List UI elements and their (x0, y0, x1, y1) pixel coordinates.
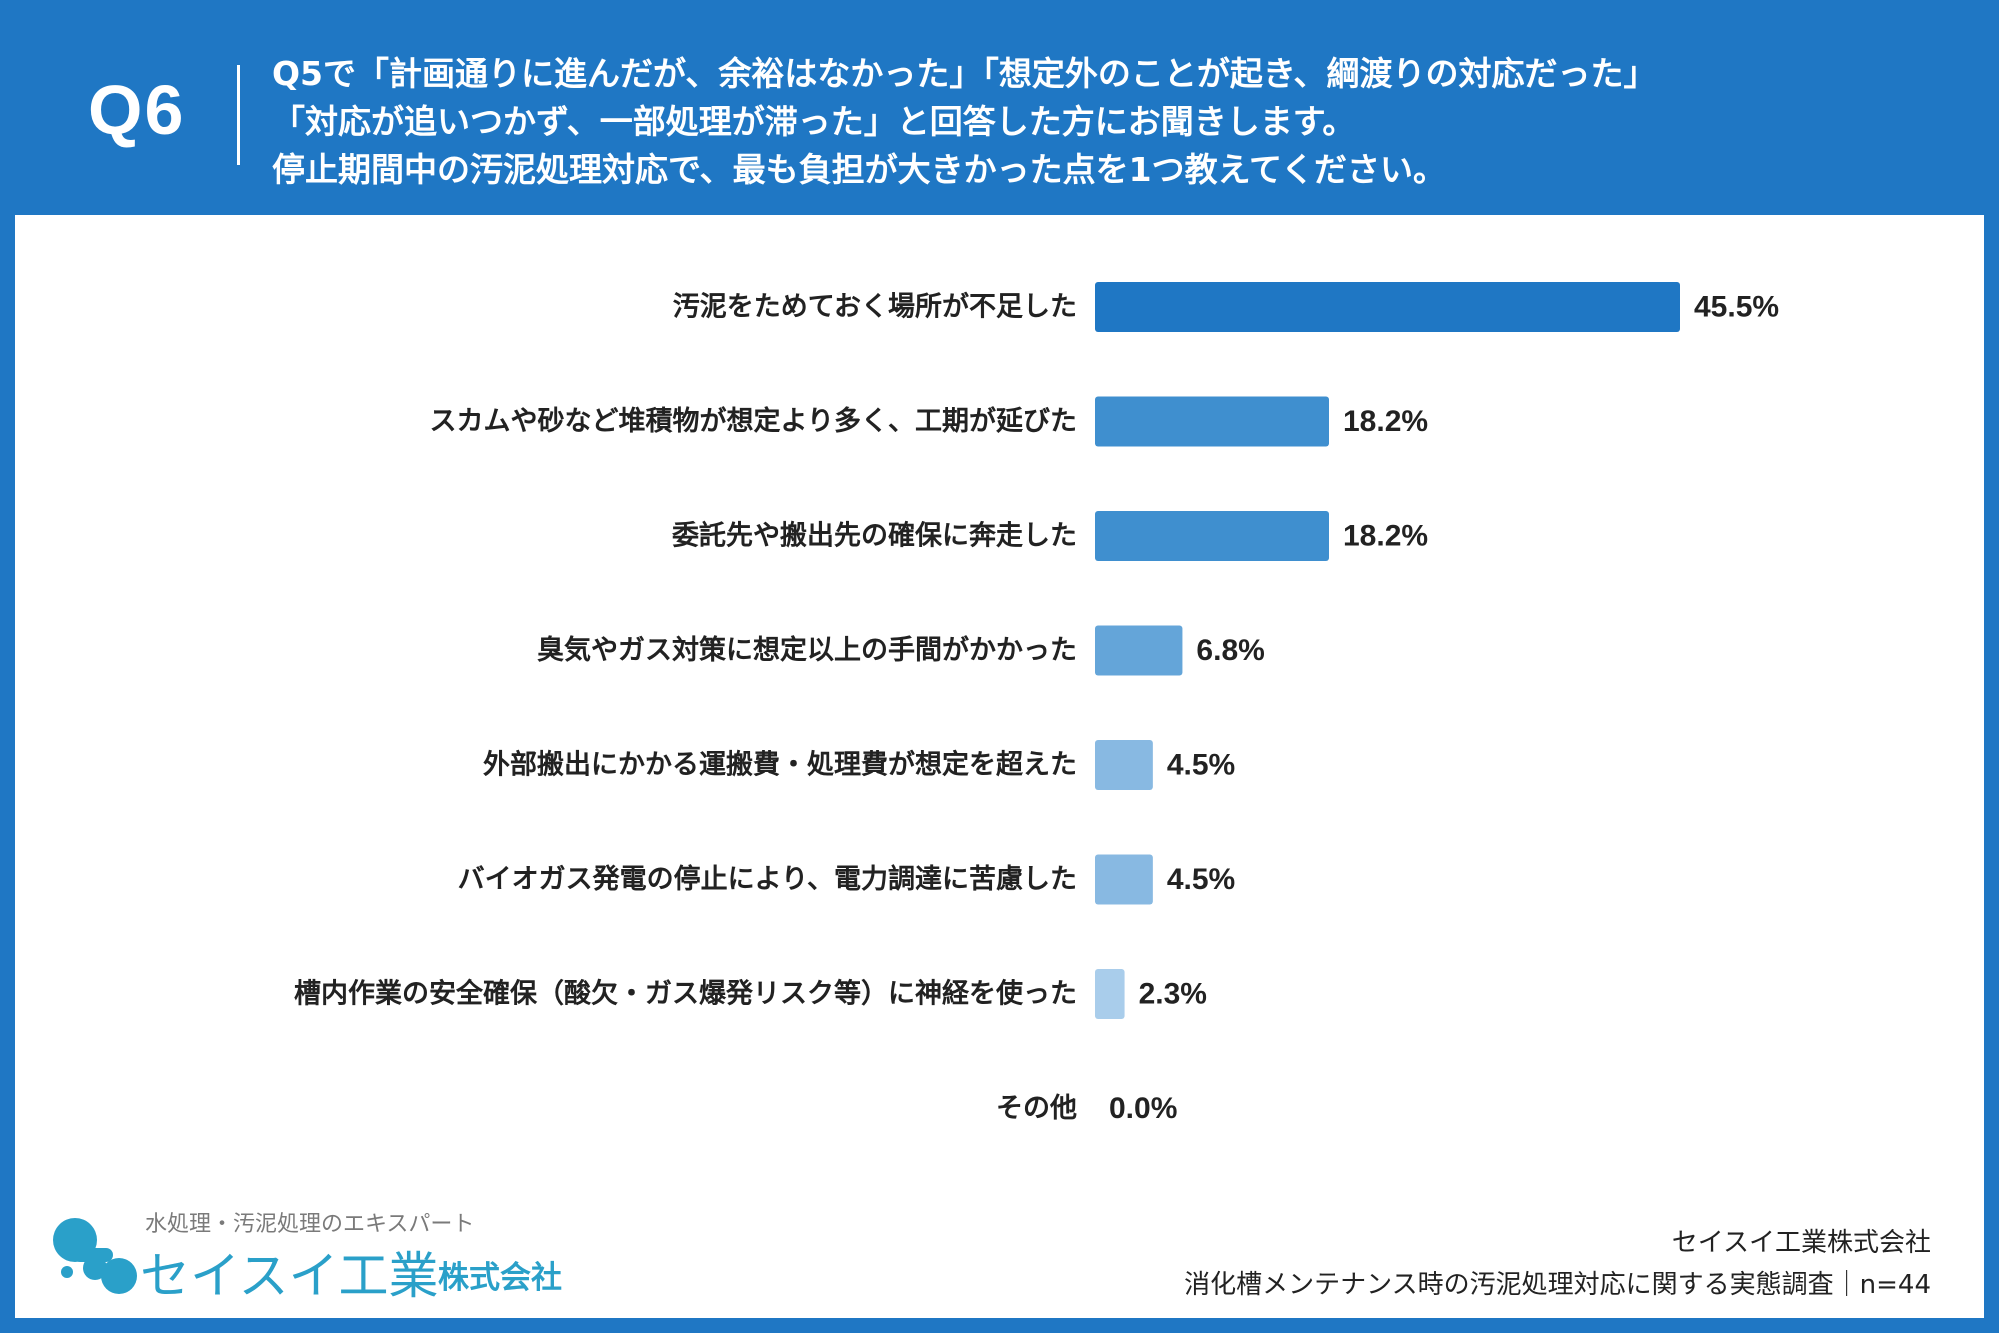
bar (1095, 740, 1153, 790)
value-label: 45.5% (1694, 291, 1779, 324)
value-label: 18.2% (1343, 405, 1428, 438)
category-label: その他 (996, 1093, 1077, 1124)
question-line-1: Q5で「計画通りに進んだが、余裕はなかった」「想定外のことが起き、綱渡りの対応だ… (272, 54, 1657, 93)
bar-chart: 汚泥をためておく場所が不足した 45.5% スカムや砂など堆積物が想定より多く、工期… (294, 282, 1779, 1125)
bar (1095, 282, 1680, 332)
question-text: Q5で「計画通りに進んだが、余裕はなかった」「想定外のことが起き、綱渡りの対応だ… (272, 50, 1972, 194)
category-label: 委託先や搬出先の確保に奔走した (672, 520, 1077, 552)
category-label: 外部搬出にかかる運搬費・処理費が想定を超えた (483, 749, 1077, 781)
category-label: スカムや砂など堆積物が想定より多く、工期が延びた (430, 405, 1077, 437)
question-line-2: 「対応が追いつかず、一部処理が滞った」と回答した方にお聞きします。 (272, 102, 1356, 141)
header-divider (237, 65, 240, 165)
source-note: セイスイ工業株式会社 消化槽メンテナンス時の汚泥処理対応に関する実態調査｜n=4… (1184, 1222, 1931, 1306)
category-label: 汚泥をためておく場所が不足した (673, 291, 1077, 323)
value-label: 4.5% (1167, 749, 1235, 782)
value-label: 0.0% (1109, 1092, 1177, 1125)
logo-bubbles-icon (53, 1218, 137, 1294)
category-label: バイオガス発電の停止により、電力調達に苦慮した (458, 863, 1077, 895)
question-header: Q6 Q5で「計画通りに進んだが、余裕はなかった」「想定外のことが起き、綱渡りの… (0, 0, 1999, 215)
source-company: セイスイ工業株式会社 (1671, 1228, 1931, 1258)
question-number: Q6 (88, 71, 186, 149)
bar (1095, 625, 1183, 676)
bar (1095, 396, 1329, 447)
value-label: 4.5% (1167, 863, 1235, 896)
chart-panel: 汚泥をためておく場所が不足した 45.5% スカムや砂など堆積物が想定より多く、工期… (15, 215, 1984, 1318)
category-label: 槽内作業の安全確保（酸欠・ガス爆発リスク等）に神経を使った (294, 978, 1077, 1010)
logo-name: セイスイ工業 (140, 1248, 439, 1304)
value-label: 2.3% (1139, 978, 1207, 1011)
bar (1095, 969, 1125, 1019)
question-line-3: 停止期間中の汚泥処理対応で、最も負担が大きかった点を1つ教えてください。 (272, 150, 1447, 189)
logo-tagline: 水処理・汚泥処理のエキスパート (145, 1212, 475, 1237)
bar (1095, 854, 1153, 905)
source-survey: 消化槽メンテナンス時の汚泥処理対応に関する実態調査｜n=44 (1184, 1270, 1931, 1300)
category-label: 臭気やガス対策に想定以上の手間がかかった (537, 634, 1077, 666)
value-label: 6.8% (1196, 634, 1264, 667)
bar (1095, 511, 1329, 561)
value-label: 18.2% (1343, 520, 1428, 553)
company-logo: 水処理・汚泥処理のエキスパート セイスイ工業 株式会社 (45, 1190, 605, 1304)
logo-suffix: 株式会社 (438, 1260, 562, 1296)
